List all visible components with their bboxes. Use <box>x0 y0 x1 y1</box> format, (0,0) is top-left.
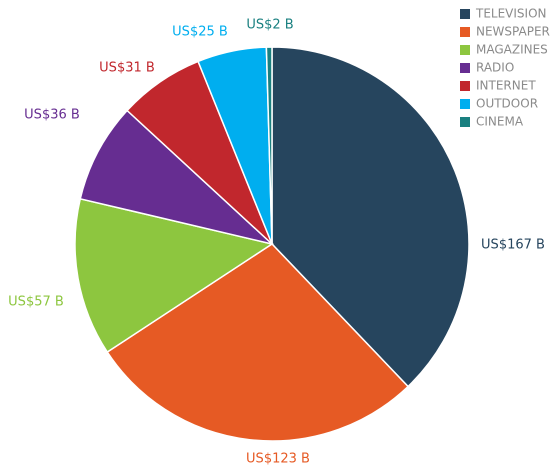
value-label: US$167 B <box>481 238 545 253</box>
legend-swatch <box>460 27 470 37</box>
legend-swatch <box>460 81 470 91</box>
value-label: US$31 B <box>99 61 155 76</box>
legend-swatch <box>460 63 470 73</box>
pie-slice <box>74 197 274 354</box>
pie-slice <box>79 109 275 246</box>
legend-label: TELEVISION <box>475 7 547 21</box>
legend-swatch <box>460 117 470 127</box>
value-label: US$36 B <box>24 108 80 123</box>
pie-slice <box>106 243 410 442</box>
value-label: US$123 B <box>246 452 310 466</box>
legend-label: INTERNET <box>476 79 536 93</box>
value-label: US$25 B <box>172 25 228 40</box>
legend-label: CINEMA <box>476 115 524 129</box>
pie-slice <box>271 46 470 388</box>
legend-swatch <box>460 45 470 55</box>
legend-label: OUTDOOR <box>476 97 538 111</box>
value-label: US$57 B <box>8 295 64 310</box>
legend-label: NEWSPAPER <box>476 25 550 39</box>
value-label: US$2 B <box>246 18 293 33</box>
legend-label: MAGAZINES <box>476 43 548 57</box>
legend-label: RADIO <box>476 61 514 75</box>
legend-swatch <box>460 9 470 19</box>
legend-swatch <box>460 99 470 109</box>
pie-slice <box>265 46 273 245</box>
